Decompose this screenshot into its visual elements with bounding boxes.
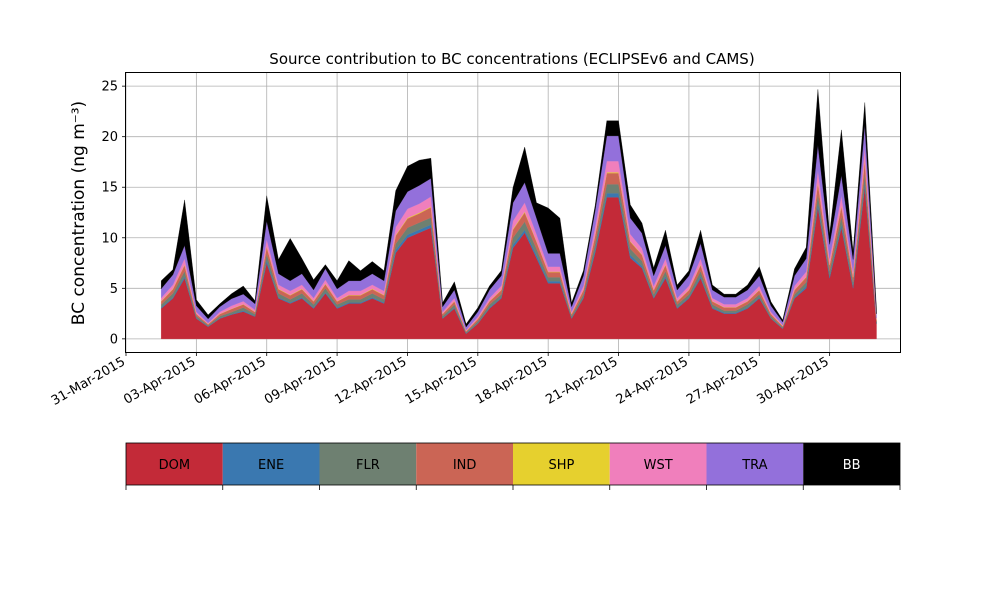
legend-label-bb: BB bbox=[843, 458, 861, 473]
legend-swatch-tra bbox=[706, 443, 804, 485]
legend-label-dom: DOM bbox=[159, 458, 190, 473]
legend-swatch-ind bbox=[416, 443, 513, 485]
y-tick-label-4: 20 bbox=[101, 130, 118, 145]
legend-label-flr: FLR bbox=[356, 458, 380, 473]
legend-colorbar: DOM ENE FLR IND SHP WST TRA BB bbox=[125, 442, 901, 490]
legend-swatch-flr bbox=[319, 443, 417, 485]
legend-label-shp: SHP bbox=[548, 458, 574, 473]
y-axis: 0 5 10 15 20 25 bbox=[101, 80, 126, 347]
stacked-areas bbox=[161, 89, 877, 340]
legend-label-tra: TRA bbox=[741, 458, 767, 473]
y-tick-label-5: 25 bbox=[101, 80, 118, 95]
chart-title: Source contribution to BC concentrations… bbox=[269, 50, 754, 68]
y-tick-label-0: 0 bbox=[110, 332, 118, 347]
y-tick-label-1: 5 bbox=[110, 282, 118, 297]
area-bb bbox=[161, 89, 877, 328]
legend-swatch-ene bbox=[222, 443, 320, 485]
legend-label-ind: IND bbox=[453, 458, 477, 473]
y-axis-label: BC concentration (ng m⁻³) bbox=[69, 101, 89, 325]
legend-label-ene: ENE bbox=[258, 458, 284, 473]
legend-swatch-dom bbox=[126, 443, 223, 485]
legend-label-wst: WST bbox=[644, 458, 673, 473]
legend-swatch-shp bbox=[513, 443, 610, 485]
legend-swatch-bb bbox=[803, 443, 900, 485]
y-tick-label-2: 10 bbox=[101, 231, 118, 246]
y-tick-label-3: 15 bbox=[101, 181, 118, 196]
plot-frame bbox=[125, 72, 901, 353]
legend-swatch-wst bbox=[609, 443, 707, 485]
